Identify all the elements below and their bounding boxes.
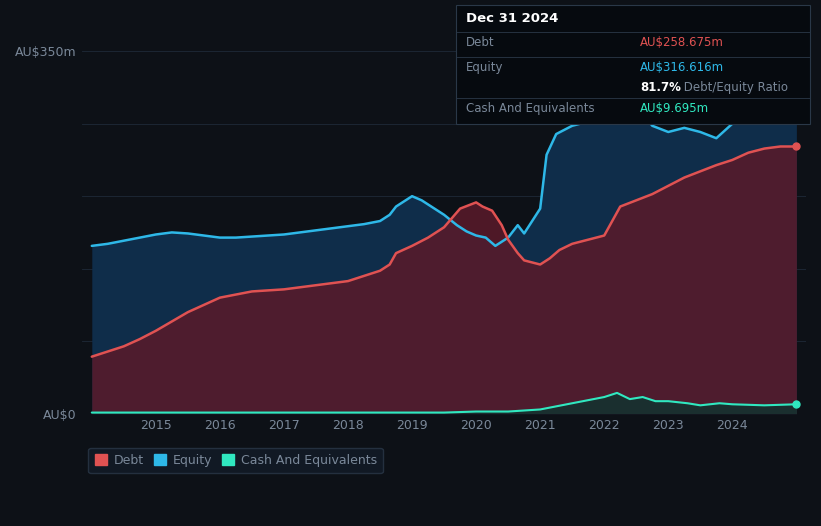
Text: Cash And Equivalents: Cash And Equivalents bbox=[466, 102, 594, 115]
Text: 81.7%: 81.7% bbox=[640, 81, 681, 94]
Text: Dec 31 2024: Dec 31 2024 bbox=[466, 12, 558, 25]
Text: Equity: Equity bbox=[466, 61, 503, 74]
Text: AU$258.675m: AU$258.675m bbox=[640, 36, 724, 49]
Text: Debt/Equity Ratio: Debt/Equity Ratio bbox=[680, 81, 788, 94]
Text: AU$9.695m: AU$9.695m bbox=[640, 102, 709, 115]
Legend: Debt, Equity, Cash And Equivalents: Debt, Equity, Cash And Equivalents bbox=[89, 448, 383, 473]
Text: AU$316.616m: AU$316.616m bbox=[640, 61, 724, 74]
Text: Debt: Debt bbox=[466, 36, 494, 49]
